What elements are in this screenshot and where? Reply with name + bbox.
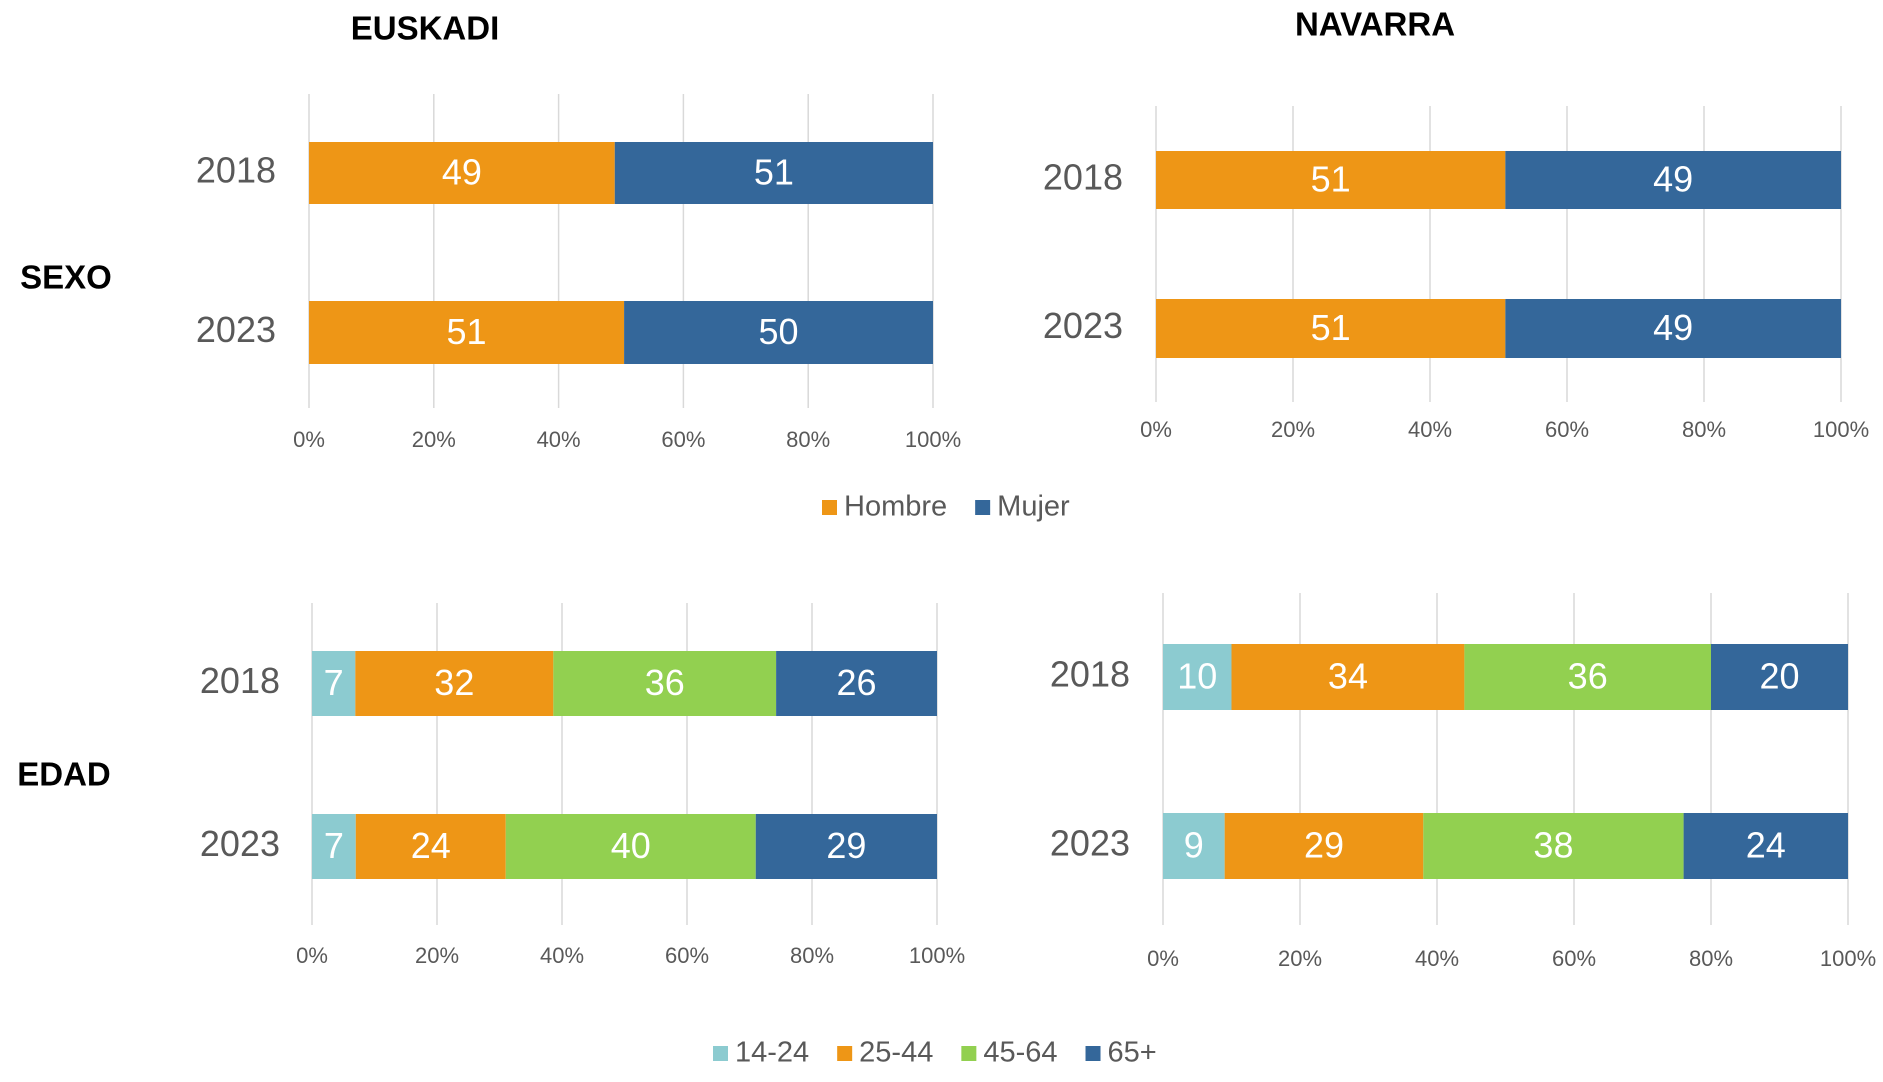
data-label: 40 — [611, 825, 651, 866]
bar-segment — [1156, 299, 1506, 358]
data-label: 29 — [826, 825, 866, 866]
data-label: 51 — [447, 311, 487, 352]
bar-segment — [755, 814, 937, 879]
bar-segment — [614, 142, 933, 204]
data-label: 49 — [1653, 159, 1693, 200]
legend-label: 45-64 — [983, 1037, 1057, 1069]
data-label: 24 — [411, 825, 451, 866]
y-tick-label: 2023 — [1050, 823, 1130, 864]
data-label: 36 — [1568, 656, 1608, 697]
data-label: 32 — [434, 662, 474, 703]
data-label: 51 — [1311, 307, 1351, 348]
bar-segment — [1163, 813, 1225, 879]
data-label: 7 — [324, 662, 344, 703]
legend-swatch — [713, 1046, 728, 1061]
bar-segment — [309, 301, 625, 364]
x-tick-label: 80% — [1689, 946, 1733, 971]
x-tick-label: 40% — [1415, 946, 1459, 971]
chart-title: NAVARRA — [1295, 6, 1455, 43]
data-label: 51 — [754, 152, 794, 193]
legend-label: Hombre — [844, 491, 947, 523]
x-tick-label: 0% — [293, 427, 325, 452]
bar-segment — [1224, 813, 1424, 879]
legend-swatch — [975, 500, 991, 515]
y-tick-label: 2018 — [200, 660, 280, 701]
data-label: 9 — [1184, 825, 1204, 866]
legend-label: 14-24 — [735, 1037, 809, 1069]
legend-label: Mujer — [997, 491, 1070, 523]
legend-label: 25-44 — [859, 1037, 933, 1069]
data-label: 29 — [1304, 825, 1344, 866]
data-label: 26 — [837, 662, 877, 703]
data-label: 20 — [1759, 656, 1799, 697]
x-tick-label: 0% — [1147, 946, 1179, 971]
bar-segment — [1505, 299, 1841, 358]
legend-label: 65+ — [1108, 1037, 1157, 1069]
y-tick-label: 2018 — [1050, 654, 1130, 695]
chart-title: EUSKADI — [351, 10, 500, 47]
x-tick-label: 100% — [905, 427, 961, 452]
bar-segment — [553, 651, 777, 716]
x-tick-label: 80% — [1682, 417, 1726, 442]
x-tick-label: 0% — [296, 943, 328, 968]
row-label: EDAD — [17, 756, 111, 793]
x-tick-label: 60% — [1545, 417, 1589, 442]
x-tick-label: 40% — [540, 943, 584, 968]
bar-segment — [1683, 813, 1848, 879]
bar-segment — [355, 814, 506, 879]
bar-segment — [624, 301, 933, 364]
y-tick-label: 2018 — [1043, 157, 1123, 198]
x-tick-label: 20% — [415, 943, 459, 968]
y-tick-label: 2023 — [1043, 305, 1123, 346]
data-label: 50 — [759, 311, 799, 352]
x-tick-label: 100% — [909, 943, 965, 968]
x-tick-label: 20% — [1271, 417, 1315, 442]
bar-segment — [312, 814, 356, 879]
x-tick-label: 100% — [1813, 417, 1869, 442]
bar-segment — [1711, 644, 1848, 710]
x-tick-label: 60% — [665, 943, 709, 968]
y-tick-label: 2023 — [200, 823, 280, 864]
bar-segment — [1156, 151, 1506, 209]
row-label: SEXO — [20, 259, 112, 296]
y-tick-label: 2018 — [196, 150, 276, 191]
bar-segment — [1423, 813, 1684, 879]
x-tick-label: 60% — [1552, 946, 1596, 971]
bar-segment — [1505, 151, 1841, 209]
data-label: 49 — [442, 152, 482, 193]
data-label: 38 — [1533, 825, 1573, 866]
x-tick-label: 20% — [412, 427, 456, 452]
legend-swatch — [1085, 1046, 1101, 1061]
x-tick-label: 80% — [786, 427, 830, 452]
bar-segment — [776, 651, 937, 716]
legend-swatch — [822, 500, 837, 515]
bar-segment — [1464, 644, 1711, 710]
x-tick-label: 20% — [1278, 946, 1322, 971]
bar-segment — [355, 651, 554, 716]
legend-swatch — [837, 1046, 853, 1061]
y-tick-label: 2023 — [196, 309, 276, 350]
bar-segment — [1231, 644, 1465, 710]
bar-segment — [309, 142, 615, 204]
x-tick-label: 100% — [1820, 946, 1876, 971]
bar-segment — [312, 651, 356, 716]
data-label: 51 — [1311, 159, 1351, 200]
data-label: 49 — [1653, 307, 1693, 348]
data-label: 7 — [324, 825, 344, 866]
data-label: 24 — [1746, 825, 1786, 866]
bar-segment — [1163, 644, 1232, 710]
legend-swatch — [961, 1046, 977, 1061]
data-label: 10 — [1177, 656, 1217, 697]
data-label: 36 — [645, 662, 685, 703]
x-tick-label: 80% — [790, 943, 834, 968]
x-tick-label: 60% — [661, 427, 705, 452]
x-tick-label: 40% — [537, 427, 581, 452]
x-tick-label: 40% — [1408, 417, 1452, 442]
x-tick-label: 0% — [1140, 417, 1172, 442]
data-label: 34 — [1328, 656, 1368, 697]
bar-segment — [505, 814, 756, 879]
